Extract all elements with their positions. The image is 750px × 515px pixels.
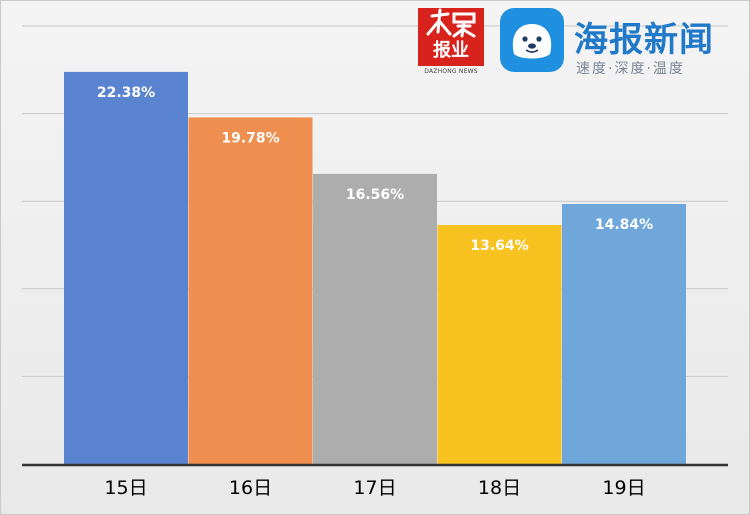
category-label: 17日 [353, 477, 396, 499]
haibao-logo-slogan: 速度·深度·温度 [576, 61, 685, 77]
haibao-news-logo: 海报新闻 速度·深度·温度 [500, 8, 740, 80]
haibao-logo-name: 海报新闻 [574, 20, 714, 60]
bar [437, 225, 562, 464]
bar-value-label: 19.78% [221, 130, 279, 146]
category-label: 16日 [229, 477, 272, 499]
category-label: 15日 [104, 477, 147, 499]
dazhong-logo-mark: 报业 [418, 8, 484, 66]
bar [64, 71, 188, 464]
bar-value-label: 13.64% [470, 238, 528, 254]
dazhong-logo-text: 报业 [433, 40, 469, 61]
bar [313, 173, 437, 464]
bar-value-label: 14.84% [595, 217, 653, 233]
bar [188, 117, 313, 464]
bar-value-label: 16.56% [346, 187, 404, 203]
bar [562, 204, 686, 464]
bar-value-label: 22.38% [97, 85, 155, 101]
category-label: 18日 [478, 477, 521, 499]
category-labels: 15日 16日 17日 18日 19日 [104, 477, 645, 499]
bars: 22.38% 19.78% 16.56% 13.64% 14.84% [64, 71, 686, 464]
seal-icon [500, 8, 564, 72]
category-label: 19日 [602, 477, 645, 499]
dazhong-news-logo: 报业 DAZHONG NEWS [418, 8, 484, 78]
dazhong-logo-subtext: DAZHONG NEWS [424, 68, 478, 75]
